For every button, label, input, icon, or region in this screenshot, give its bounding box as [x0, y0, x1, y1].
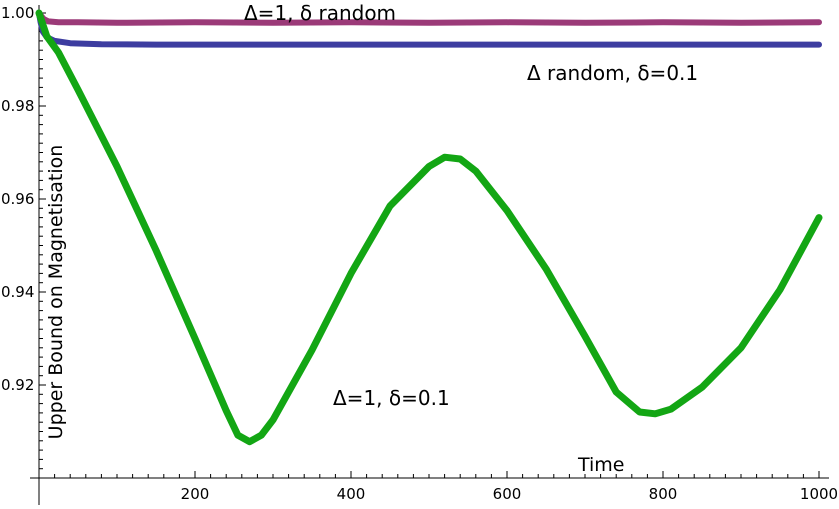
axes: 200 400 600 800 1000 0.92 0.94 0.96 0.98 1.00: [1, 4, 838, 505]
y-axis-title: Upper Bound on Magnetisation: [45, 145, 67, 440]
y-tick-label: 0.92: [1, 376, 34, 394]
series-delta-random-delta01-line: [36, 10, 822, 48]
x-tick-label: 600: [493, 485, 522, 503]
y-ticks: 0.92 0.94 0.96 0.98 1.00: [1, 4, 46, 479]
y-tick-label: 0.98: [1, 97, 34, 115]
x-tick-label: 1000: [800, 485, 838, 503]
y-tick-label: 0.94: [1, 283, 34, 301]
annotation-delta-random-delta01: Δ random, δ=0.1: [527, 61, 698, 85]
series-layer: [35, 9, 823, 446]
series-delta1-delta01-line: [35, 9, 823, 446]
x-ticks: 200 400 600 800 1000: [38, 471, 838, 503]
series-delta1-delta-random-line: [36, 10, 822, 26]
x-tick-label: 200: [181, 485, 210, 503]
x-tick-label: 800: [649, 485, 678, 503]
x-axis-title: Time: [577, 454, 625, 476]
x-tick-label: 400: [337, 485, 366, 503]
annotation-delta1-delta01: Δ=1, δ=0.1: [333, 386, 450, 410]
y-tick-label: 1.00: [1, 4, 34, 22]
annotation-delta1-delta-random: Δ=1, δ random: [244, 1, 396, 25]
y-tick-label: 0.96: [1, 190, 34, 208]
